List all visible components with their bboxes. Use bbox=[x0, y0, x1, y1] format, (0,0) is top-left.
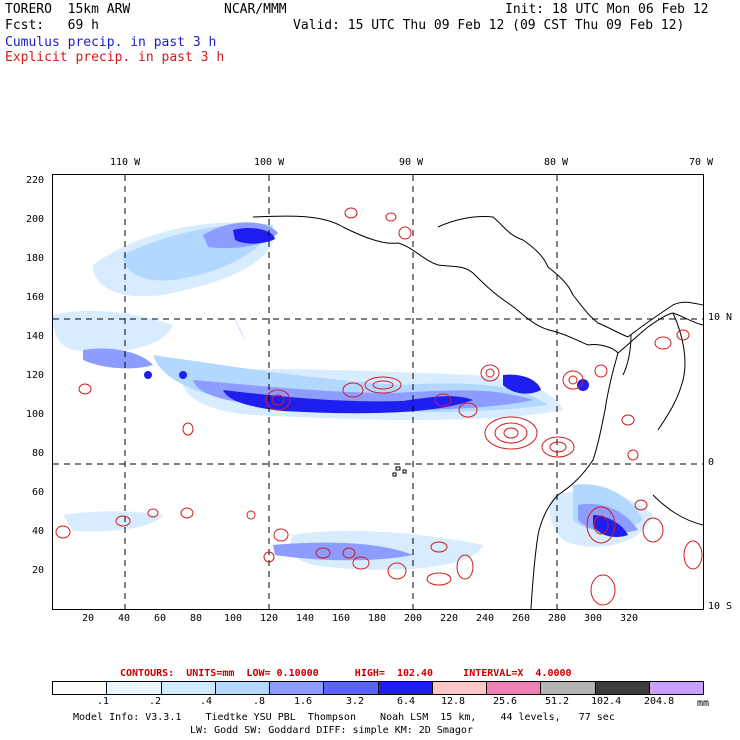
x-tick: 60 bbox=[154, 613, 167, 624]
legend-swatch bbox=[107, 682, 162, 694]
x-tick: 40 bbox=[118, 613, 131, 624]
y-tick: 80 bbox=[32, 448, 45, 459]
model-title: TORERO 15km ARW bbox=[5, 2, 131, 17]
lon-label-110w: 110 W bbox=[110, 157, 141, 168]
x-tick: 140 bbox=[296, 613, 315, 624]
legend-label: 204.8 bbox=[644, 696, 675, 707]
legend-units: mm bbox=[697, 698, 710, 709]
legend-swatch bbox=[541, 682, 596, 694]
legend-label: .4 bbox=[200, 696, 213, 707]
legend-label: 3.2 bbox=[346, 696, 365, 707]
legend-swatch bbox=[432, 682, 487, 694]
cumulus-precip-label: Cumulus precip. in past 3 h bbox=[5, 35, 217, 50]
forecast-hour: Fcst: 69 h bbox=[5, 18, 99, 33]
x-tick: 160 bbox=[332, 613, 351, 624]
x-tick: 260 bbox=[512, 613, 531, 624]
legend-label: 1.6 bbox=[294, 696, 313, 707]
map-canvas bbox=[53, 175, 703, 609]
legend-swatch bbox=[324, 682, 379, 694]
lon-label-80w: 80 W bbox=[544, 157, 569, 168]
y-tick: 180 bbox=[26, 253, 45, 264]
y-tick: 120 bbox=[26, 370, 45, 381]
valid-time: Valid: 15 UTC Thu 09 Feb 12 (09 CST Thu … bbox=[293, 18, 685, 33]
y-tick: 160 bbox=[26, 292, 45, 303]
precip-map bbox=[52, 174, 704, 610]
legend-label: 102.4 bbox=[591, 696, 622, 707]
center-label: NCAR/MMM bbox=[224, 2, 287, 17]
physics-info-line: LW: Godd SW: Goddard DIFF: simple KM: 2D… bbox=[190, 725, 473, 736]
lon-label-70w: 70 W bbox=[689, 157, 714, 168]
x-tick: 220 bbox=[440, 613, 459, 624]
legend-swatch bbox=[595, 682, 650, 694]
grid-lines bbox=[53, 175, 703, 609]
islands bbox=[392, 466, 407, 477]
legend-label: 12.8 bbox=[441, 696, 466, 707]
y-tick: 40 bbox=[32, 526, 45, 537]
legend-label: 6.4 bbox=[397, 696, 416, 707]
x-tick: 200 bbox=[404, 613, 423, 624]
x-tick: 80 bbox=[190, 613, 203, 624]
coastlines bbox=[252, 215, 703, 609]
legend-label: 51.2 bbox=[545, 696, 570, 707]
x-tick: 320 bbox=[620, 613, 639, 624]
explicit-precip-label: Explicit precip. in past 3 h bbox=[5, 50, 225, 65]
legend-swatch bbox=[270, 682, 325, 694]
contour-info: CONTOURS: UNITS=mm LOW= 0.10000 HIGH= 10… bbox=[120, 668, 572, 679]
x-tick: 240 bbox=[476, 613, 495, 624]
lon-label-100w: 100 W bbox=[254, 157, 285, 168]
y-tick: 200 bbox=[26, 214, 45, 225]
model-info-line: Model Info: V3.3.1 Tiedtke YSU PBL Thomp… bbox=[73, 712, 615, 723]
legend-label: .1 bbox=[97, 696, 110, 707]
y-tick: 140 bbox=[26, 331, 45, 342]
x-tick: 120 bbox=[260, 613, 279, 624]
lon-label-90w: 90 W bbox=[399, 157, 424, 168]
x-tick: 20 bbox=[82, 613, 95, 624]
x-tick: 100 bbox=[224, 613, 243, 624]
x-tick: 280 bbox=[548, 613, 567, 624]
legend-swatch bbox=[161, 682, 216, 694]
x-tick: 300 bbox=[584, 613, 603, 624]
x-tick: 180 bbox=[368, 613, 387, 624]
legend-swatch bbox=[649, 682, 703, 694]
legend-swatch bbox=[215, 682, 270, 694]
y-tick: 100 bbox=[26, 409, 45, 420]
lat-label-10s: 10 S bbox=[708, 601, 733, 612]
lat-label-0: 0 bbox=[708, 457, 715, 468]
legend-label: 25.6 bbox=[493, 696, 518, 707]
lat-label-10n: 10 N bbox=[708, 312, 733, 323]
legend-label: .8 bbox=[253, 696, 266, 707]
precip-legend-bar bbox=[52, 681, 704, 695]
legend-swatch bbox=[487, 682, 542, 694]
legend-label: .2 bbox=[149, 696, 162, 707]
init-time: Init: 18 UTC Mon 06 Feb 12 bbox=[505, 2, 709, 17]
y-tick: 60 bbox=[32, 487, 45, 498]
legend-swatch bbox=[53, 682, 108, 694]
y-tick: 20 bbox=[32, 565, 45, 576]
explicit-precip-contours bbox=[55, 207, 703, 606]
legend-swatch bbox=[378, 682, 433, 694]
y-tick: 220 bbox=[26, 175, 45, 186]
